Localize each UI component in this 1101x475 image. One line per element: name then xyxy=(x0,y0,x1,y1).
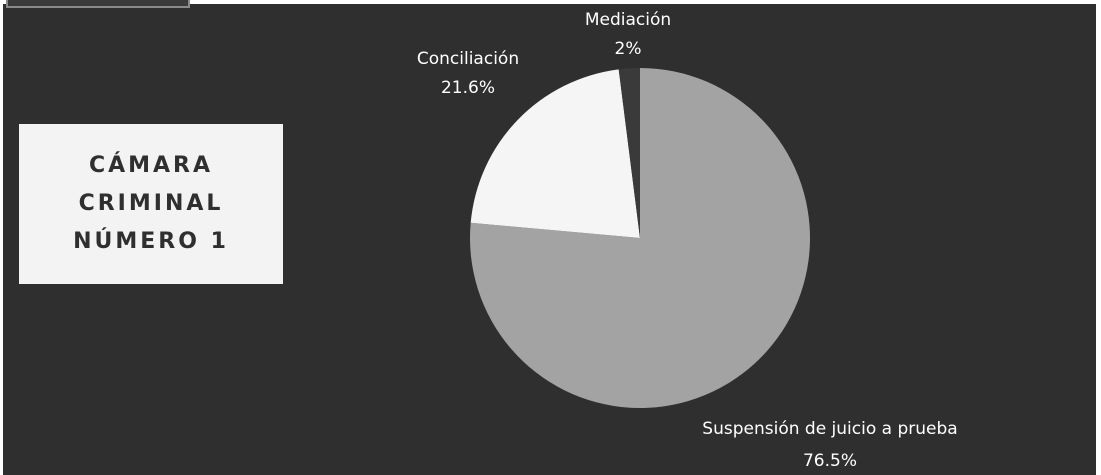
slice-name-label: Mediación xyxy=(585,10,671,30)
pie-slices xyxy=(470,68,811,408)
corner-tab xyxy=(6,0,190,8)
pie-labels: Suspensión de juicio a prueba 76.5% Concil… xyxy=(417,10,958,471)
slice-name-label: Conciliación xyxy=(417,49,519,69)
pie-slice-mediación xyxy=(618,68,640,238)
pie-slice-conciliación xyxy=(470,69,640,238)
slice-name-label: Suspensión de juicio a prueba xyxy=(702,419,957,439)
card-title: CÁMARA CRIMINAL NÚMERO 1 xyxy=(73,153,229,254)
slice-value-label: 76.5% xyxy=(803,451,857,471)
slice-value-label: 21.6% xyxy=(441,78,495,98)
pie-slice-suspensión-de-juicio-a-prueba xyxy=(470,68,811,408)
title-card: CÁMARA CRIMINAL NÚMERO 1 xyxy=(19,124,283,284)
slice-value-label: 2% xyxy=(615,39,642,59)
